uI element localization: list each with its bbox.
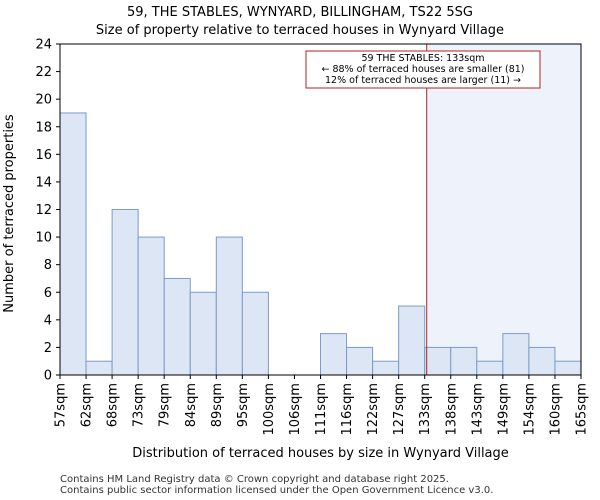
bar-73sqm <box>137 236 165 376</box>
x-tick-label: 122sqm <box>366 383 381 436</box>
x-tick-label: 95sqm <box>236 383 251 427</box>
y-tick-label: 8 <box>44 258 52 273</box>
chart-subtitle: Size of property relative to terraced ho… <box>95 23 505 38</box>
x-tick-label: 100sqm <box>262 383 277 436</box>
x-tick-label: 143sqm <box>470 383 485 436</box>
bar-149sqm <box>502 333 530 376</box>
x-tick-label: 89sqm <box>210 383 225 427</box>
bar-95sqm <box>241 291 269 376</box>
x-tick-label: 154sqm <box>522 383 537 436</box>
bar-127sqm <box>398 305 426 376</box>
x-tick-label: 133sqm <box>418 383 433 436</box>
bar-79sqm <box>163 277 191 376</box>
x-tick-label: 127sqm <box>392 383 407 436</box>
x-tick-label: 84sqm <box>184 383 199 427</box>
x-tick-label: 68sqm <box>106 383 121 427</box>
bar-138sqm <box>450 346 478 376</box>
y-tick-label: 12 <box>35 203 52 218</box>
y-tick-label: 24 <box>35 38 52 53</box>
bar-143sqm <box>476 360 504 376</box>
footer-licence: Contains public sector information licen… <box>60 485 494 496</box>
bar-154sqm <box>528 346 556 376</box>
x-tick-label: 62sqm <box>80 383 95 427</box>
y-tick-label: 6 <box>44 286 52 301</box>
bar-122sqm <box>372 360 400 376</box>
x-tick-label: 111sqm <box>314 383 329 436</box>
x-tick-label: 138sqm <box>444 383 459 436</box>
y-tick-label: 2 <box>44 341 52 356</box>
chart-title: 59, THE STABLES, WYNYARD, BILLINGHAM, TS… <box>127 5 473 20</box>
larger-region-highlight <box>426 44 581 375</box>
y-tick-label: 10 <box>35 231 52 246</box>
y-tick-label: 22 <box>35 65 52 80</box>
x-tick-label: 160sqm <box>548 383 563 436</box>
bar-111sqm <box>320 333 348 376</box>
x-tick-label: 165sqm <box>575 383 590 436</box>
annotation-line-3: 12% of terraced houses are larger (11) → <box>325 75 521 86</box>
annotation-line-1: 59 THE STABLES: 133sqm <box>361 53 484 64</box>
x-tick-label: 57sqm <box>54 383 69 427</box>
bar-57sqm <box>59 112 87 376</box>
bar-68sqm <box>111 209 139 376</box>
bar-116sqm <box>346 346 374 376</box>
x-tick-label: 73sqm <box>132 383 147 427</box>
y-tick-label: 0 <box>44 369 52 384</box>
y-axis-label: Number of terraced properties <box>2 114 17 313</box>
x-tick-label: 116sqm <box>340 383 355 436</box>
bar-89sqm <box>215 236 243 376</box>
annotation-box <box>305 50 541 89</box>
footer-copyright: Contains HM Land Registry data © Crown c… <box>60 474 449 485</box>
y-tick-label: 4 <box>44 313 52 328</box>
y-tick-label: 20 <box>35 93 52 108</box>
bar-133sqm <box>424 346 452 376</box>
bar-84sqm <box>189 291 217 376</box>
x-axis-label: Distribution of terraced houses by size … <box>132 446 509 461</box>
y-tick-label: 14 <box>35 175 52 190</box>
bar-160sqm <box>554 360 582 376</box>
x-tick-label: 106sqm <box>288 383 303 436</box>
bar-62sqm <box>85 360 113 376</box>
x-tick-label: 79sqm <box>158 383 173 427</box>
x-tick-label: 149sqm <box>496 383 511 436</box>
annotation-line-2: ← 88% of terraced houses are smaller (81… <box>321 64 524 75</box>
y-tick-label: 16 <box>35 148 52 163</box>
y-tick-label: 18 <box>35 120 52 135</box>
